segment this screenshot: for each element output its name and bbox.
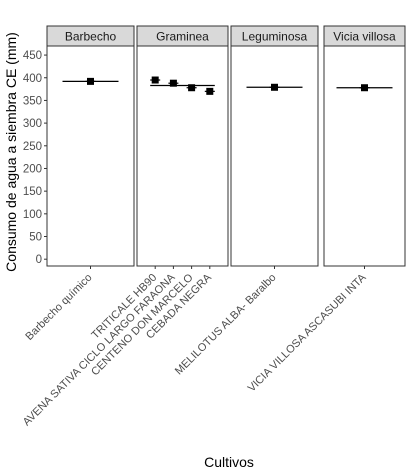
- facet-strip-label: Barbecho: [65, 30, 117, 44]
- y-tick-label: 50: [29, 232, 42, 244]
- y-tick-label: 400: [23, 73, 42, 85]
- facet-strip-label: Vicia villosa: [333, 30, 396, 44]
- data-point: [206, 87, 214, 95]
- data-point: [169, 79, 177, 87]
- facet-panel: [323, 45, 406, 267]
- y-tick-label: 300: [23, 118, 42, 130]
- x-axis-title: Cultivos: [204, 454, 254, 470]
- facet-strip-label: Leguminosa: [242, 30, 308, 44]
- x-tick-label: AVENA SATIVA CICLO LARGO FARAONA: [21, 271, 178, 428]
- y-tick-label: 0: [36, 254, 42, 266]
- facet-strip-label: Graminea: [156, 30, 209, 44]
- y-tick-label: 100: [23, 209, 42, 221]
- data-point: [271, 83, 278, 91]
- y-axis: 0 50 100 150 200 250 300 350 400 450: [23, 50, 47, 266]
- data-point: [361, 84, 368, 92]
- facet-panel: [136, 45, 229, 267]
- y-tick-label: 150: [23, 186, 42, 198]
- y-tick-label: 450: [23, 50, 42, 62]
- y-axis-title: Consumo de agua a siembra CE (mm): [3, 32, 19, 272]
- y-tick-label: 350: [23, 95, 42, 107]
- facet-panel: [230, 45, 319, 267]
- data-point: [87, 77, 94, 85]
- data-point: [188, 84, 196, 92]
- y-tick-label: 250: [23, 141, 42, 153]
- x-tick-label: Barbecho químico: [23, 272, 94, 343]
- data-point: [151, 76, 159, 84]
- y-tick-label: 200: [23, 163, 42, 175]
